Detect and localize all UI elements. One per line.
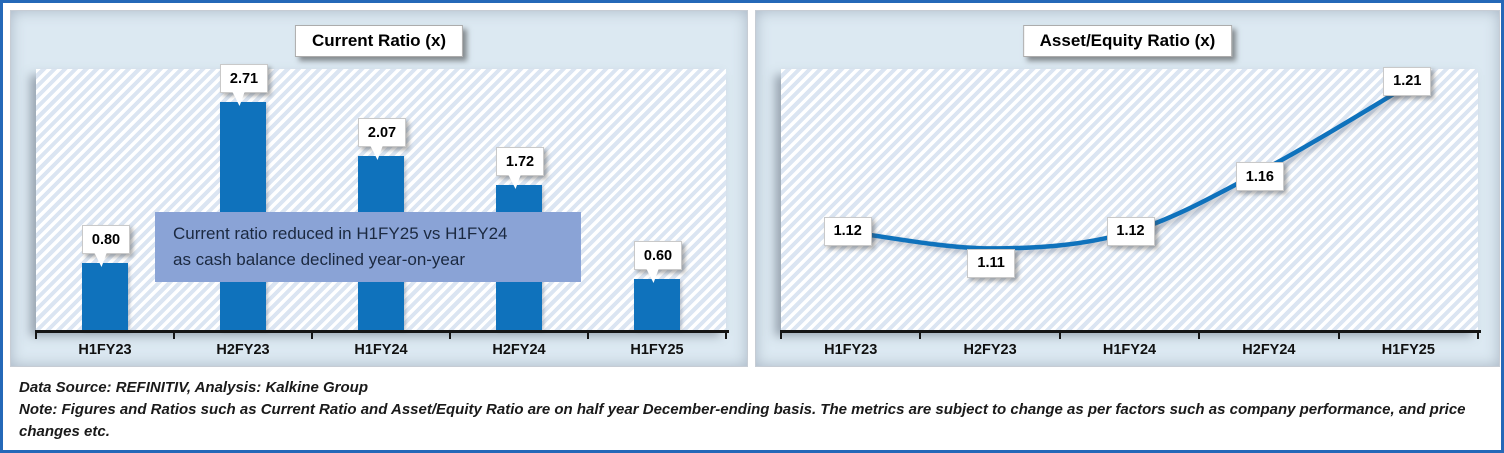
x-axis-label: H2FY23 xyxy=(216,342,270,358)
axis-tick xyxy=(919,333,922,339)
bar-x-axis xyxy=(35,330,729,339)
asset-equity-title-box: Asset/Equity Ratio (x) xyxy=(1022,25,1233,57)
axis-tick xyxy=(587,333,589,339)
x-axis-label: H1FY23 xyxy=(78,342,132,358)
axis-tick xyxy=(173,333,175,339)
axis-tick xyxy=(725,333,727,339)
bar-plot-area: Current ratio reduced in H1FY25 vs H1FY2… xyxy=(36,64,726,330)
line-x-axis-labels: H1FY23 H2FY23 H1FY24 H2FY24 H1FY25 xyxy=(781,342,1478,364)
asset-equity-title: Asset/Equity Ratio (x) xyxy=(1039,31,1216,50)
x-axis-label: H1FY23 xyxy=(824,342,878,358)
x-axis-label: H1FY25 xyxy=(630,342,684,358)
line-x-axis xyxy=(780,330,1481,339)
note-text: Note: Figures and Ratios such as Current… xyxy=(19,401,1466,441)
line-value-label: 1.21 xyxy=(1383,66,1432,96)
axis-tick xyxy=(1337,333,1340,339)
bar xyxy=(634,279,680,330)
axis-tick xyxy=(1058,333,1061,339)
bar-x-axis-labels: H1FY23 H2FY23 H1FY24 H2FY24 H1FY25 xyxy=(36,342,726,364)
current-ratio-title: Current Ratio (x) xyxy=(311,31,447,50)
line-value-label: 1.12 xyxy=(1106,216,1155,246)
x-axis-label: H1FY24 xyxy=(354,342,408,358)
current-ratio-title-box: Current Ratio (x) xyxy=(294,25,464,57)
x-axis-label: H2FY24 xyxy=(492,342,546,358)
bar-value-callout: 0.60 xyxy=(634,241,682,283)
axis-tick xyxy=(1198,333,1201,339)
bar-value-callout: 0.80 xyxy=(82,225,130,267)
annotation-line-1: Current ratio reduced in H1FY25 vs H1FY2… xyxy=(173,224,508,243)
line-plot-area: 1.12 1.11 1.12 1.16 1.21 xyxy=(781,66,1478,330)
axis-tick xyxy=(780,333,782,339)
annotation-box: Current ratio reduced in H1FY25 vs H1FY2… xyxy=(155,212,581,282)
line-value-label: 1.16 xyxy=(1235,162,1284,192)
annotation-line-2: as cash balance declined year-on-year xyxy=(173,250,466,269)
bar-value-callout: 1.72 xyxy=(496,147,544,189)
footer-notes: Data Source: REFINITIV, Analysis: Kalkin… xyxy=(19,377,1487,443)
current-ratio-panel: Current Ratio (x) Current ratio reduced … xyxy=(10,10,748,367)
asset-equity-panel: Asset/Equity Ratio (x) 1.12 1.11 1.12 1.16 1… xyxy=(755,10,1500,367)
axis-tick xyxy=(311,333,313,339)
axis-tick xyxy=(1477,333,1479,339)
bar-value-callout: 2.07 xyxy=(358,118,406,160)
x-axis-label: H2FY24 xyxy=(1242,342,1296,358)
x-axis-label: H1FY24 xyxy=(1102,342,1157,358)
line-value-label: 1.12 xyxy=(823,216,872,246)
line-value-label: 1.11 xyxy=(967,248,1016,278)
ratio-line-svg xyxy=(848,83,1411,251)
bar-value-callout: 2.71 xyxy=(220,64,268,106)
x-axis-label: H2FY23 xyxy=(963,342,1017,358)
axis-tick xyxy=(35,333,37,339)
x-axis-label: H1FY25 xyxy=(1381,342,1435,358)
bar xyxy=(82,263,128,330)
data-source-text: Data Source: REFINITIV, Analysis: Kalkin… xyxy=(19,379,368,396)
axis-tick xyxy=(449,333,451,339)
